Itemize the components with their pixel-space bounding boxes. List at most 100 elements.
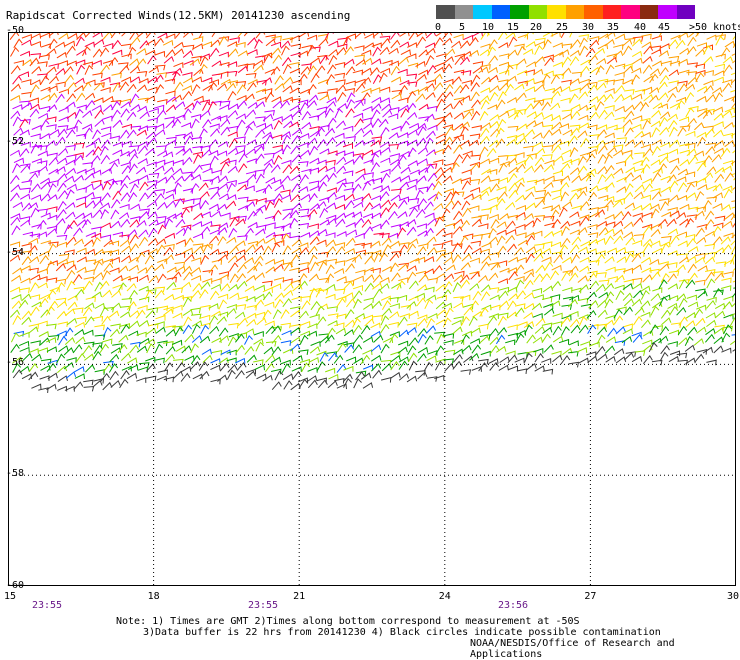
wind-barb (226, 70, 238, 77)
wind-barb (154, 321, 165, 327)
wind-barb (703, 80, 714, 86)
wind-barb (236, 119, 246, 130)
wind-barb (226, 179, 237, 186)
wind-barb (507, 286, 518, 293)
wind-barb (355, 59, 366, 67)
wind-barb (579, 83, 590, 92)
wind-barb (57, 173, 68, 182)
wind-barb (714, 173, 725, 183)
wind-barb (174, 101, 186, 109)
wind-barb (526, 362, 537, 371)
wind-barb (120, 108, 130, 118)
wind-barb (128, 153, 139, 163)
wind-barb (490, 262, 501, 271)
wind-barb (497, 245, 507, 255)
wind-barb (119, 129, 130, 139)
wind-barb (452, 243, 463, 249)
wind-barb (408, 32, 419, 41)
wind-barb (579, 78, 590, 85)
wind-barb (337, 182, 347, 192)
wind-barb (399, 242, 410, 248)
wind-barb (523, 268, 534, 275)
wind-barb (289, 61, 300, 68)
wind-barb (336, 178, 347, 184)
wind-barb (261, 88, 273, 94)
wind-barb (695, 236, 707, 245)
wind-barb (721, 347, 732, 354)
wind-barb (693, 308, 704, 318)
wind-barb (418, 103, 429, 111)
wind-barb (669, 157, 680, 164)
wind-barb (614, 197, 625, 204)
wind-barb (585, 153, 596, 163)
wind-barb (81, 81, 92, 91)
wind-barb (660, 111, 671, 119)
wind-barb (208, 303, 219, 309)
wind-barb (729, 254, 736, 265)
wind-barb (21, 310, 32, 320)
wind-barb (544, 175, 555, 182)
wind-barb (182, 131, 194, 139)
wind-barb (642, 86, 653, 93)
wind-barb (534, 156, 545, 167)
wind-barb (210, 128, 220, 137)
wind-barb (552, 325, 562, 336)
wind-barb (642, 344, 653, 353)
wind-barb (685, 320, 696, 328)
wind-barb (301, 300, 311, 310)
wind-barb (659, 351, 669, 362)
wind-barb (100, 234, 112, 241)
wind-barb (353, 201, 364, 209)
wind-barb (55, 93, 65, 103)
wind-barb (632, 334, 643, 343)
wind-barb (271, 334, 282, 344)
wind-barb (432, 180, 443, 191)
wind-barb (85, 296, 96, 303)
wind-barb (83, 341, 95, 348)
wind-barb (119, 239, 131, 247)
wind-barb (616, 176, 627, 183)
wind-barb (706, 196, 718, 203)
wind-barb (463, 193, 474, 200)
wind-barb (154, 37, 164, 47)
wind-barb (282, 37, 293, 43)
wind-barb (381, 237, 392, 246)
wind-barb (642, 225, 653, 235)
wind-barb (65, 211, 76, 220)
wind-barb (281, 144, 291, 155)
wind-barb (694, 256, 705, 264)
wind-barb (568, 351, 579, 357)
wind-barb (74, 328, 85, 336)
wind-barb (363, 364, 374, 371)
wind-barb (406, 102, 417, 112)
wind-barb (218, 51, 229, 58)
wind-barb (569, 211, 580, 218)
note-line-2: 3)Data buffer is 22 hrs from 20141230 4)… (143, 627, 661, 638)
wind-barb (499, 82, 510, 91)
legend-swatch (436, 5, 455, 19)
wind-barb (396, 294, 408, 301)
wind-barb (371, 354, 382, 362)
wind-barb (94, 82, 105, 88)
wind-barb (361, 117, 372, 124)
wind-barb (30, 207, 40, 218)
wind-barb (525, 245, 537, 254)
wind-barb (325, 32, 334, 40)
wind-barb (40, 43, 51, 49)
wind-barb (435, 345, 445, 355)
wind-barb (696, 42, 707, 48)
wind-barb (127, 129, 137, 139)
wind-barb (597, 129, 607, 138)
wind-barb (271, 325, 281, 335)
wind-barb (488, 287, 500, 293)
wind-barb (616, 256, 627, 264)
wind-barb (229, 37, 241, 43)
wind-barb (127, 357, 138, 364)
wind-barb (111, 39, 122, 49)
wind-barb (19, 287, 31, 294)
wind-barb (721, 332, 731, 343)
wind-barb (274, 259, 285, 266)
wind-barb (210, 358, 221, 364)
wind-barb (579, 37, 588, 48)
wind-barb (730, 72, 736, 76)
